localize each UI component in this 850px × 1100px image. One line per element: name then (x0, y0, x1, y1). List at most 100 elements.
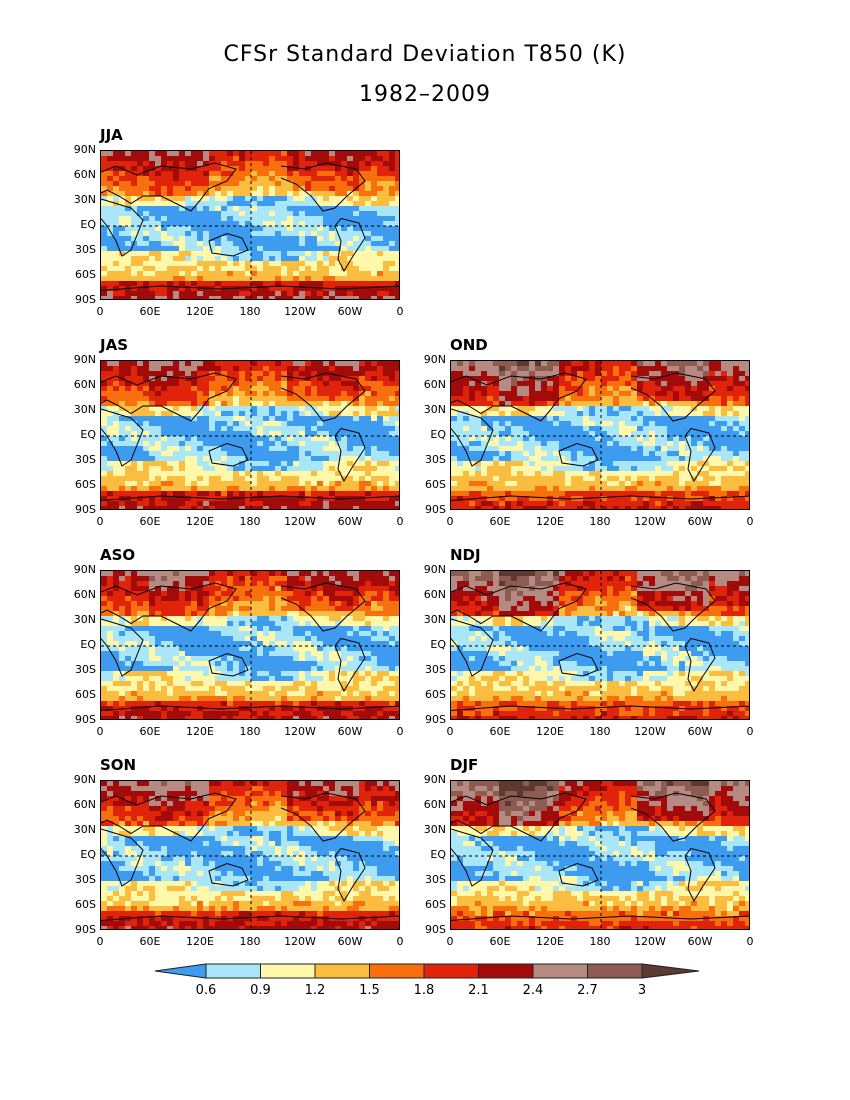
map-plot (450, 780, 750, 930)
coastline (451, 582, 587, 632)
panel-jja: JJA 90N 60N 30N EQ 30S 60S 90S 0 60E 120E 180 120W 60… (74, 126, 404, 318)
lon-tick-label: 60W (337, 305, 363, 318)
colorbar-segment (532, 963, 588, 979)
panel-label: ASO (100, 546, 136, 564)
lon-tick-label: 60W (687, 935, 713, 948)
figure-subtitle: 1982–2009 (359, 82, 491, 107)
panel-aso: ASO 90N 60N 30N EQ 30S 60S 90S 0 60E 120E 180 120W 60… (74, 546, 404, 738)
map-plot (100, 780, 400, 930)
panel-label: OND (450, 336, 488, 354)
coastline (280, 162, 366, 212)
lon-tick-label: 120E (536, 935, 564, 948)
lat-tick-label: 90S (75, 713, 96, 726)
coastline (334, 217, 366, 273)
lat-tick-label: EQ (430, 848, 446, 861)
coastline (101, 495, 399, 501)
lat-tick-label: 60S (75, 268, 96, 281)
lat-tick-label: 60S (425, 688, 446, 701)
coastline (451, 705, 749, 711)
map-plot (100, 360, 400, 510)
lat-tick-label: 30S (425, 873, 446, 886)
lon-tick-label: 60W (337, 725, 363, 738)
colorbar-low-arrow (154, 963, 207, 979)
colorbar-segment (423, 963, 479, 979)
lon-tick-label: 0 (96, 935, 104, 948)
coastline (558, 652, 599, 677)
colorbar-tick-label: 2.4 (522, 983, 544, 998)
lat-tick-label: 90N (423, 353, 446, 366)
lon-tick-label: 0 (396, 305, 404, 318)
lon-tick-label: 120E (186, 305, 214, 318)
lon-tick-label: 120W (634, 725, 666, 738)
lat-tick-label: 30N (423, 403, 446, 416)
coastline (101, 705, 399, 711)
lat-tick-label: 60N (73, 798, 96, 811)
lon-tick-label: 60E (489, 725, 511, 738)
lon-tick-label: 180 (589, 515, 611, 528)
lon-tick-label: 120E (536, 725, 564, 738)
lon-tick-label: 60E (139, 725, 161, 738)
lat-tick-label: 30N (73, 193, 96, 206)
panel-ond: OND 90N 60N 30N EQ 30S 60S 90S 0 60E 120E 180 120W 60… (424, 336, 754, 528)
lat-tick-label: 90S (425, 713, 446, 726)
coastline (208, 862, 249, 887)
lon-tick-label: 120W (634, 935, 666, 948)
lon-tick-label: 180 (239, 935, 261, 948)
colorbar-high-arrow (641, 963, 700, 979)
lon-tick-label: 0 (96, 725, 104, 738)
coastline (101, 915, 399, 921)
lat-tick-label: 60S (75, 688, 96, 701)
lat-tick-label: 60N (73, 378, 96, 391)
lon-tick-label: 120W (284, 935, 316, 948)
figure-title: CFSr Standard Deviation T850 (K) (223, 42, 627, 67)
colorbar-tick-label: 1.2 (304, 983, 326, 998)
colorbar-segment (369, 963, 425, 979)
lat-tick-label: 30S (425, 663, 446, 676)
lat-tick-label: 90S (75, 293, 96, 306)
lat-tick-label: 30S (75, 453, 96, 466)
lat-tick-label: 30N (73, 613, 96, 626)
panel-jas: JAS 90N 60N 30N EQ 30S 60S 90S 0 60E 120E 180 120W 60… (74, 336, 404, 528)
lon-tick-label: 60E (139, 305, 161, 318)
coastline (208, 442, 249, 467)
colorbar-tick-label: 1.5 (359, 983, 380, 998)
colorbar-tick-label: 1.8 (413, 983, 435, 998)
colorbar-tick-label: 2.7 (577, 983, 598, 998)
lat-tick-label: 90S (75, 923, 96, 936)
colorbar-segment (260, 963, 316, 979)
lon-tick-label: 0 (96, 515, 104, 528)
lat-tick-label: EQ (80, 428, 96, 441)
lat-tick-label: EQ (80, 848, 96, 861)
coastline (630, 582, 716, 632)
lon-tick-label: 60E (489, 515, 511, 528)
coastline (451, 618, 494, 677)
lon-tick-label: 0 (96, 305, 104, 318)
lat-tick-label: EQ (430, 428, 446, 441)
lon-tick-label: 60W (337, 515, 363, 528)
lat-tick-label: 30S (75, 663, 96, 676)
coastline (101, 828, 144, 887)
coastline (451, 828, 494, 887)
coastline (558, 442, 599, 467)
coastline (280, 582, 366, 632)
lon-tick-label: 180 (239, 305, 261, 318)
lat-tick-label: 30S (75, 873, 96, 886)
coastline (280, 792, 366, 842)
lon-tick-label: 120E (536, 515, 564, 528)
colorbar-segment (478, 963, 534, 979)
coastline (630, 372, 716, 422)
lon-tick-label: 120E (186, 515, 214, 528)
coastline (684, 637, 716, 693)
lat-tick-label: 90S (425, 923, 446, 936)
map-plot (450, 570, 750, 720)
colorbar-segment (587, 963, 643, 979)
colorbar-tick-label: 0.9 (250, 983, 271, 998)
coastline (101, 162, 237, 212)
lon-tick-label: 180 (239, 515, 261, 528)
coastline (101, 408, 144, 467)
map-plot (100, 570, 400, 720)
lon-tick-label: 0 (446, 935, 454, 948)
coastline (451, 792, 587, 842)
lat-tick-label: 90N (73, 773, 96, 786)
lon-tick-label: 60W (337, 935, 363, 948)
